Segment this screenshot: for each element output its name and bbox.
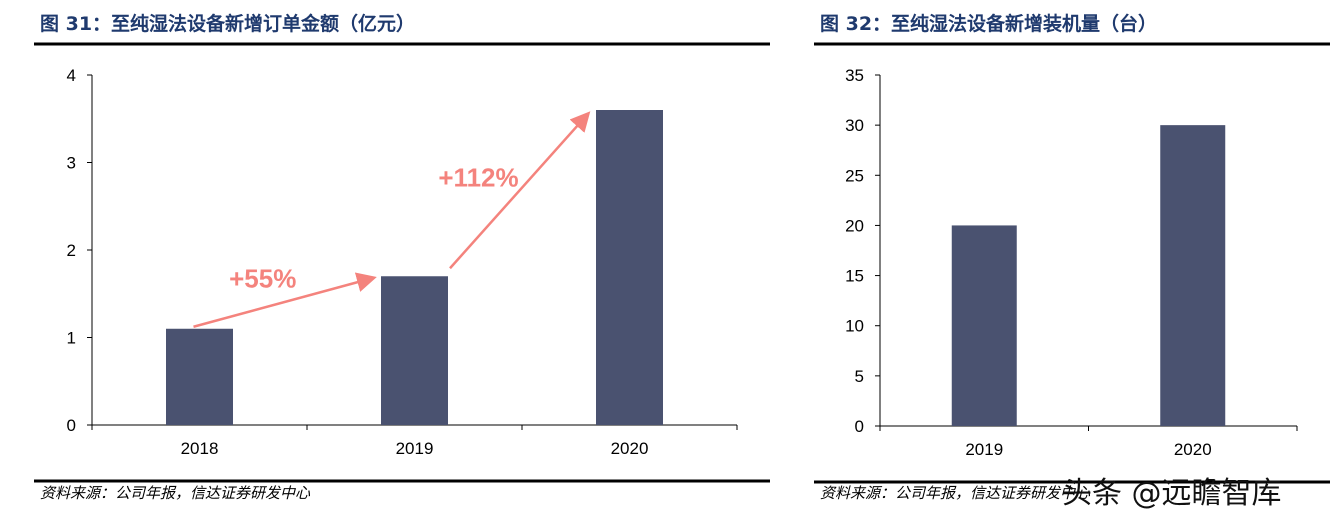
source-note: 资料来源：公司年报，信达证券研发中心 — [820, 484, 1091, 502]
growth-label: +112% — [438, 163, 518, 193]
growth-arrow — [449, 111, 591, 270]
y-tick-label: 10 — [845, 317, 864, 336]
y-tick-label: 4 — [67, 66, 76, 85]
x-tick-label: 2018 — [181, 439, 219, 458]
y-tick-label: 0 — [855, 417, 864, 436]
y-tick-label: 0 — [67, 416, 76, 435]
bar-2019 — [381, 276, 448, 425]
y-tick-label: 3 — [67, 154, 76, 173]
bar-2019 — [951, 225, 1017, 426]
bar-2020 — [1160, 125, 1226, 427]
y-tick-label: 2 — [67, 241, 76, 260]
chart-title: 图 31：至纯湿法设备新增订单金额（亿元） — [40, 12, 415, 35]
y-tick-label: 5 — [855, 367, 864, 386]
y-tick-label: 35 — [845, 66, 864, 85]
bar-2020 — [596, 110, 663, 425]
growth-arrow — [193, 272, 377, 328]
growth-label: +55% — [229, 264, 296, 294]
source-note: 资料来源：公司年报，信达证券研发中心 — [40, 484, 311, 502]
bar-2018 — [166, 328, 233, 425]
y-tick-label: 15 — [845, 267, 864, 286]
x-tick-label: 2020 — [611, 439, 649, 458]
y-tick-label: 20 — [845, 216, 864, 235]
chart-title: 图 32：至纯湿法设备新增装机量（台） — [820, 12, 1157, 35]
x-tick-label: 2019 — [396, 439, 434, 458]
x-tick-label: 2019 — [965, 440, 1003, 459]
y-tick-label: 30 — [845, 116, 864, 135]
y-tick-label: 1 — [67, 329, 76, 348]
watermark: 头条 @远瞻智库 — [1062, 476, 1282, 511]
y-tick-label: 25 — [845, 166, 864, 185]
x-tick-label: 2020 — [1174, 440, 1212, 459]
